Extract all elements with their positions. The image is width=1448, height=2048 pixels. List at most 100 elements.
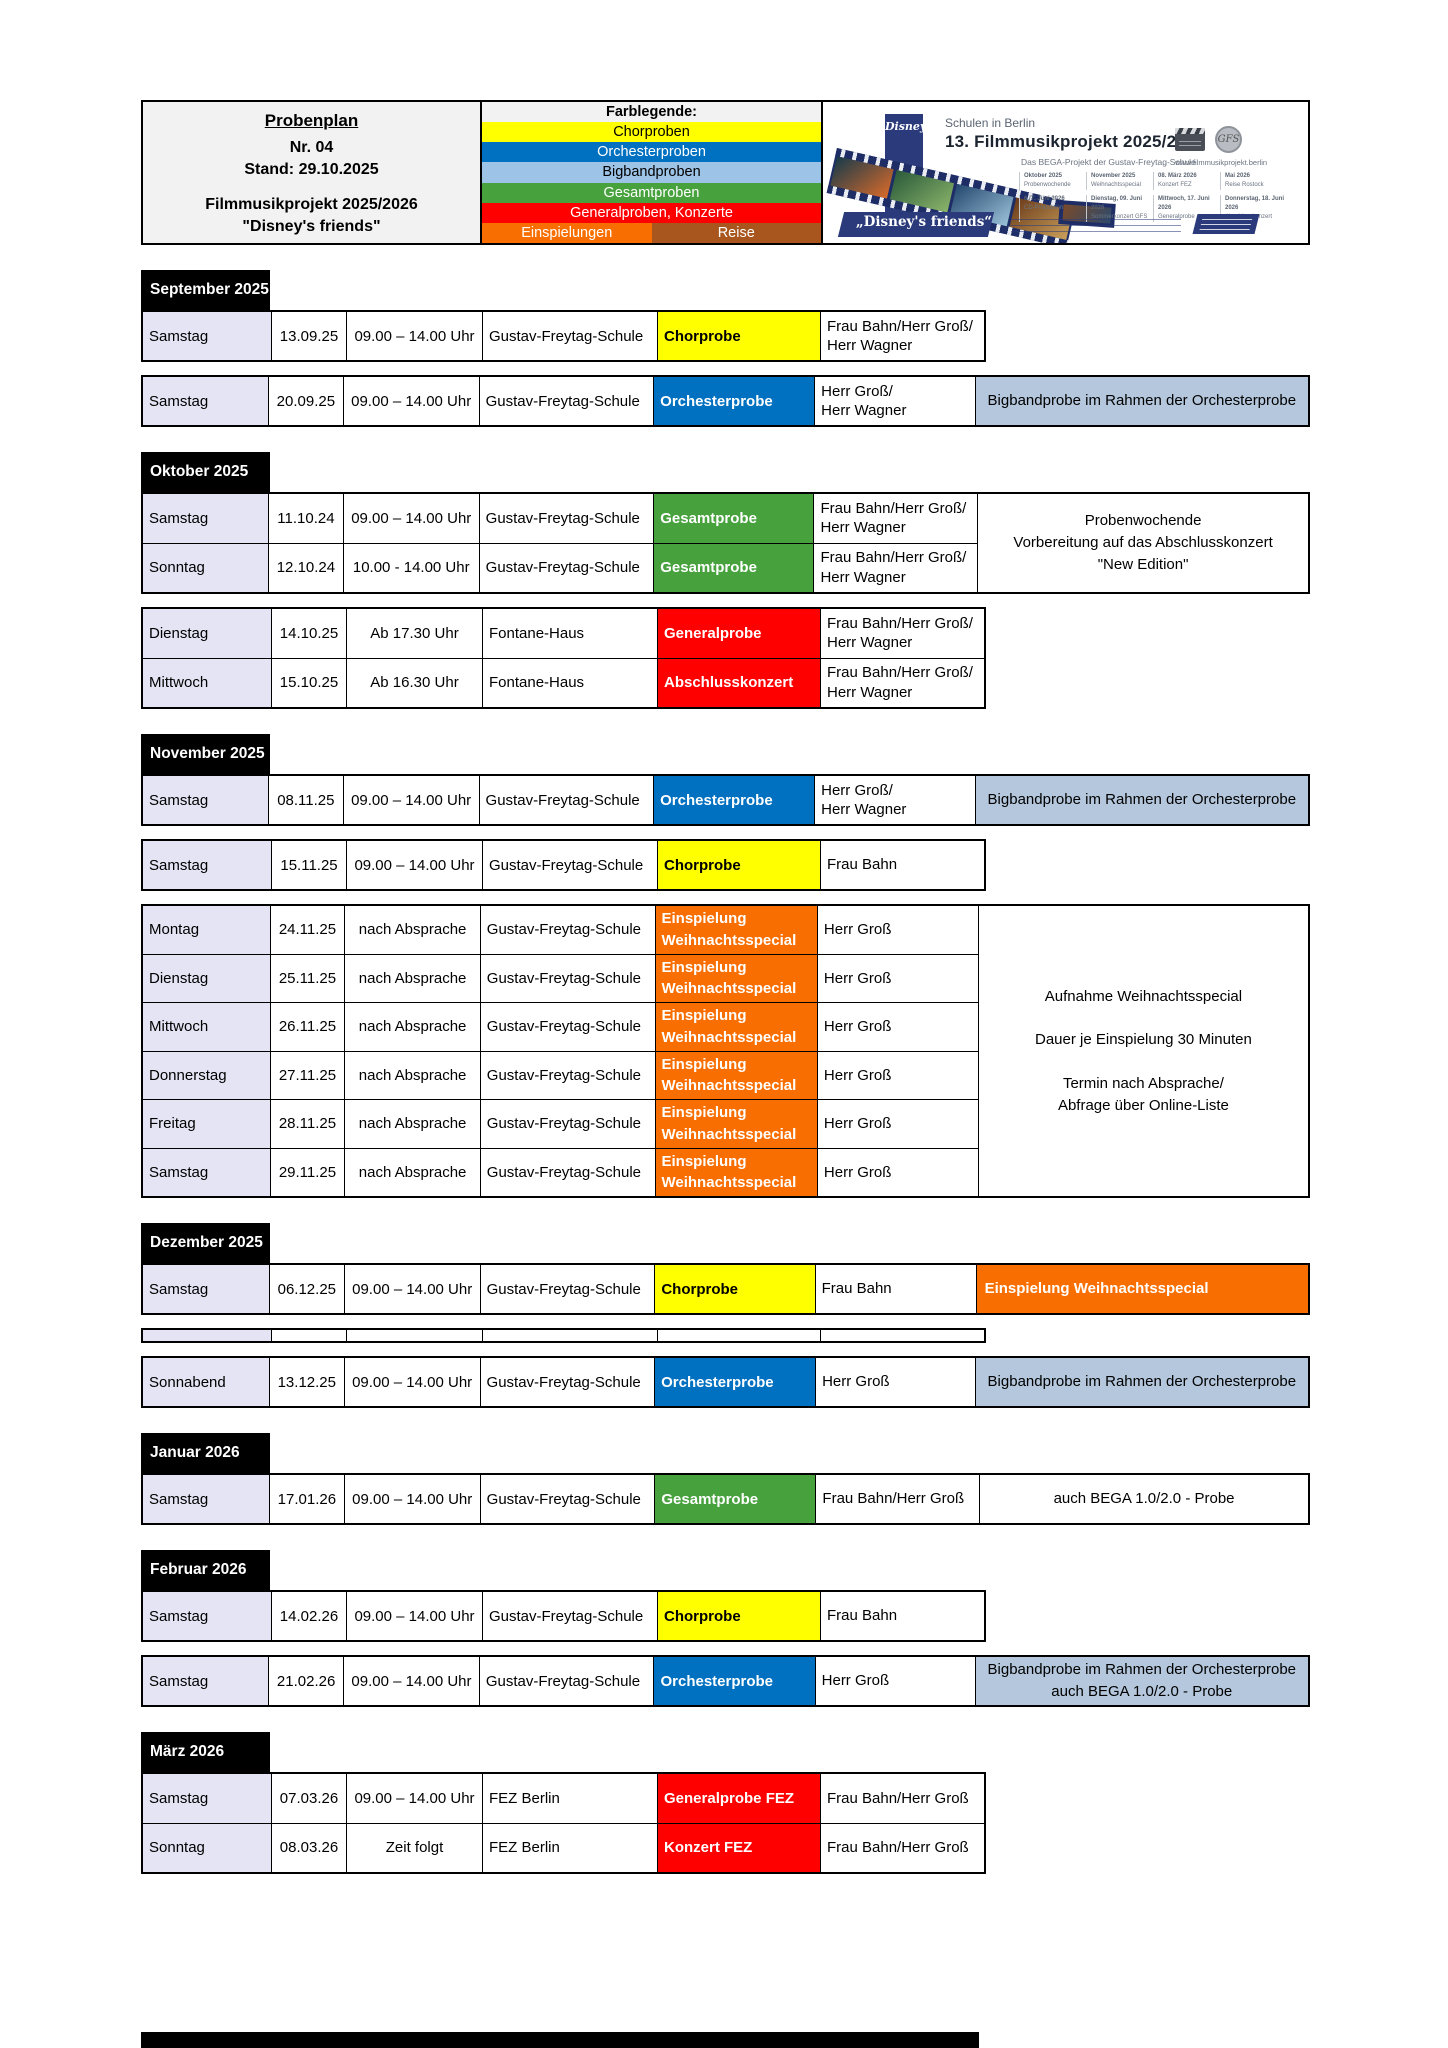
leader-cell: Frau Bahn/Herr Groß (820, 1822, 986, 1874)
note-line: Bigbandprobe im Rahmen der Orchesterprob… (987, 1373, 1297, 1391)
time-cell: 09.00 – 14.00 Uhr (343, 1356, 481, 1408)
month-section: Januar 2026 Samstag 17.01.26 09.00 – 14.00 … (141, 1433, 1310, 1525)
schedule-table: Sonnabend 13.12.25 09.00 – 14.00 Uhr Gustav… (141, 1356, 1310, 1408)
leader-cell: Herr Groß (816, 1099, 979, 1149)
table-row: Samstag 20.09.25 09.00 – 14.00 Uhr Gustav-F… (141, 375, 1310, 427)
leader-cell: Herr Groß (816, 1050, 979, 1100)
event-type-line: Einspielung (661, 1055, 747, 1073)
leader-line: Frau Bahn/Herr Groß (827, 1789, 969, 1807)
header-title-cell: Probenplan Nr. 04 Stand: 29.10.2025 Film… (143, 102, 482, 243)
event-type-cell: Chorprobe (654, 1263, 816, 1315)
location-cell: Fontane-Haus (482, 657, 658, 709)
legend-item: Einspielungen (482, 222, 652, 243)
event-type-line: Weihnachtsspecial (661, 1174, 797, 1192)
legend-item: Gesamtproben (482, 182, 821, 203)
day-cell: Mittwoch (141, 1002, 271, 1052)
date-cell: 15.10.25 (271, 657, 347, 709)
table-row: Samstag 17.01.26 09.00 – 14.00 Uhr Gustav-F… (141, 1473, 1310, 1525)
day-cell: Samstag (141, 1590, 272, 1642)
event-type-cell: Chorprobe (657, 839, 821, 891)
schedule-block: Samstag 08.11.25 09.00 – 14.00 Uhr Gustav-F… (141, 774, 1310, 826)
event-type-cell: Einspielung Weihnachtsspecial (654, 1002, 818, 1052)
leader-line: Herr Groß/ (821, 382, 893, 400)
location-cell: Gustav-Freytag-Schule (478, 375, 655, 427)
note-cell: Probenwochende Vorbereitung auf das Absch… (977, 492, 1310, 594)
month-section: Oktober 2025 Samstag 11.10.24 09.00 – 14.00… (141, 452, 1310, 709)
time-cell: 09.00 – 14.00 Uhr (343, 1263, 481, 1315)
banner-mini-event: Weihnachtsspecial (1091, 182, 1141, 188)
note-line: Dauer je Einspielung 30 Minuten (1035, 1031, 1252, 1049)
legend-item: Chorproben (482, 122, 821, 143)
month-section: September 2025 Samstag 13.09.25 09.00 – 14.… (141, 270, 1310, 427)
leader-cell: Herr Groß (816, 1147, 979, 1198)
date-cell: 20.09.25 (267, 375, 344, 427)
schedule-table: Samstag 06.12.25 09.00 – 14.00 Uhr Gustav-F… (141, 1263, 1310, 1315)
schedule-block: Sonnabend 13.12.25 09.00 – 14.00 Uhr Gustav… (141, 1356, 1310, 1408)
day-cell: Montag (141, 904, 271, 955)
event-type-cell: Gesamtprobe (653, 492, 815, 544)
event-type-line: Chorprobe (664, 856, 741, 874)
note-line: Termin nach Absprache/ (1062, 1075, 1224, 1092)
leader-cell: Herr Groß (816, 953, 979, 1003)
schedule-table: Samstag 21.02.26 09.00 – 14.00 Uhr Gustav-F… (141, 1655, 1310, 1707)
banner-mini-date: Oktober 2025 (1024, 173, 1063, 179)
month-header: Februar 2026 (141, 1550, 270, 1590)
leader-cell: Frau Bahn (820, 1590, 986, 1642)
leader-line: Herr Wagner (821, 801, 907, 818)
event-type-cell: Abschlusskonzert (657, 657, 821, 709)
date-cell: 12.10.24 (268, 542, 344, 594)
banner-mini-date: November 2025 (1091, 173, 1136, 179)
event-type-cell: Einspielung Weihnachtsspecial (654, 953, 818, 1003)
time-cell: nach Absprache (344, 1147, 481, 1198)
leader-line: Herr Wagner (827, 683, 913, 701)
date-cell: 14.10.25 (271, 607, 347, 659)
location-cell: Gustav-Freytag-Schule (479, 1473, 656, 1525)
time-cell: nach Absprache (344, 1002, 481, 1052)
legend-item: Orchesterproben (482, 142, 821, 163)
schedule-block: Montag 24.11.25 nach Absprache Gustav-Freyt… (141, 904, 1310, 1198)
time-cell: nach Absprache (344, 1099, 481, 1149)
event-type-cell: Einspielung Weihnachtsspecial (654, 1050, 818, 1100)
schedule-table: Samstag 17.01.26 09.00 – 14.00 Uhr Gustav-F… (141, 1473, 1310, 1525)
date-cell: 13.12.25 (268, 1356, 345, 1408)
event-type-line: Generalprobe (664, 624, 762, 642)
schedule-table: Samstag 13.09.25 09.00 – 14.00 Uhr Gustav-F… (141, 310, 986, 362)
event-type-cell: Orchesterprobe (653, 375, 816, 427)
banner-ensemble-tag (1192, 214, 1260, 234)
leader-line: Herr Wagner (827, 337, 913, 354)
header-box: Probenplan Nr. 04 Stand: 29.10.2025 Film… (141, 100, 1310, 245)
event-type-line: Chorprobe (661, 1280, 738, 1298)
leader-line: Herr Groß (823, 1066, 892, 1084)
schedule-table: Montag 24.11.25 nach Absprache Gustav-Freyt… (141, 904, 1310, 1198)
event-type-line: Orchesterprobe (660, 791, 773, 809)
legend-item: Bigbandproben (482, 162, 821, 183)
schedule-block: Samstag 11.10.24 09.00 – 14.00 Uhr Gustav-F… (141, 492, 1310, 594)
event-type-line: Einspielung (661, 910, 747, 927)
location-cell: Gustav-Freytag-Schule (479, 1356, 656, 1408)
schedule-block: Samstag 06.12.25 09.00 – 14.00 Uhr Gustav-F… (141, 1263, 1310, 1315)
event-type-line: Abschlusskonzert (664, 674, 794, 692)
date-cell: 08.03.26 (271, 1822, 347, 1874)
schedule-block: Samstag 07.03.26 09.00 – 14.00 Uhr FEZ Berl… (141, 1772, 1310, 1874)
table-row: Samstag 14.02.26 09.00 – 14.00 Uhr Gustav-F… (141, 1590, 986, 1642)
date-cell: 26.11.25 (269, 1002, 346, 1052)
event-type-cell: Konzert FEZ (657, 1822, 821, 1874)
schedule-table: Samstag 08.11.25 09.00 – 14.00 Uhr Gustav-F… (141, 774, 1310, 826)
day-cell: Samstag (141, 375, 269, 427)
leader-cell: Frau Bahn/Herr Groß/Herr Wagner (813, 492, 979, 544)
location-cell: Gustav-Freytag-Schule (479, 904, 656, 955)
event-type-cell: Orchesterprobe (654, 1356, 817, 1408)
event-type-line: Chorprobe (664, 1607, 741, 1625)
event-type-line: Gesamtprobe (660, 509, 757, 527)
event-type-cell: Orchesterprobe (653, 774, 816, 826)
date-cell: 25.11.25 (269, 953, 346, 1003)
note-line: Bigbandprobe im Rahmen der Orchesterprob… (987, 392, 1297, 410)
banner-mini-item: November 2025 Weihnachtsspecial (1086, 172, 1153, 190)
day-cell: Samstag (141, 1473, 270, 1525)
gfs-logo: GFS (1215, 126, 1242, 153)
banner-mini-event: Probenwochende (1024, 182, 1071, 188)
banner-mini-event: Reise Rostock (1225, 182, 1264, 188)
cutoff-month-bar (141, 2032, 979, 2048)
event-type-line: Einspielung (661, 958, 747, 976)
time-cell: nach Absprache (344, 953, 481, 1003)
